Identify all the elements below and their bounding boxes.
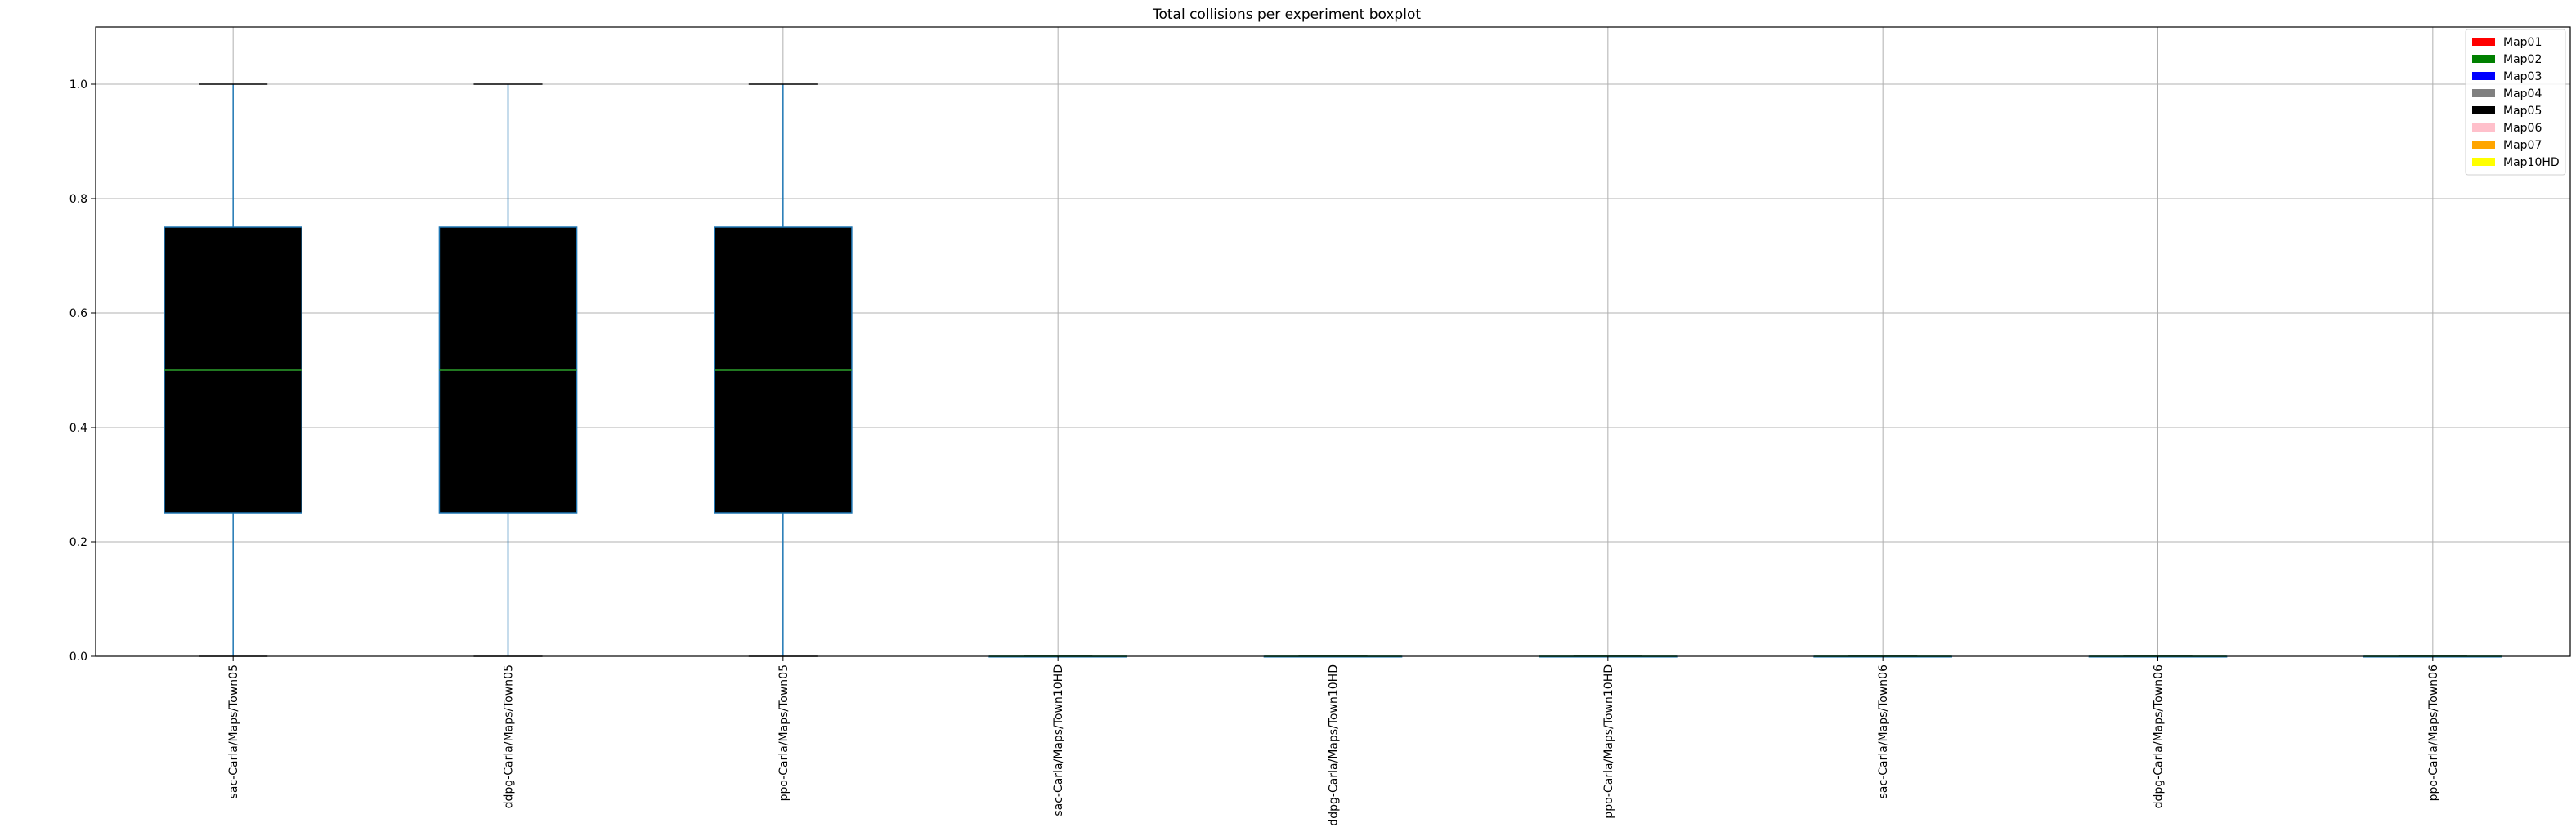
y-tick-label: 0.8 xyxy=(69,193,87,206)
legend-label: Map03 xyxy=(2503,70,2542,83)
y-tick-label: 0.2 xyxy=(69,536,87,549)
box-group xyxy=(438,83,578,657)
legend-swatch xyxy=(2472,72,2495,80)
x-axis: sac-Carla/Maps/Town05 ddpg-Carla/Maps/Tow… xyxy=(227,656,2440,826)
x-tick-label: ppo-Carla/Maps/Town05 xyxy=(777,664,791,801)
x-tick-label: ddpg-Carla/Maps/Town10HD xyxy=(1328,664,1341,826)
y-tick-label: 0.0 xyxy=(69,651,87,664)
legend-label: Map06 xyxy=(2503,122,2542,135)
x-tick-label: sac-Carla/Maps/Town10HD xyxy=(1052,664,1065,816)
legend-swatch xyxy=(2472,141,2495,149)
legend-swatch xyxy=(2472,123,2495,132)
legend-label: Map01 xyxy=(2503,36,2542,49)
legend-box xyxy=(2465,29,2566,176)
y-tick-label: 0.4 xyxy=(69,422,87,435)
x-tick-label: ppo-Carla/Maps/Town06 xyxy=(2427,664,2440,801)
legend-swatch xyxy=(2472,55,2495,63)
x-tick-label: ddpg-Carla/Maps/Town05 xyxy=(503,664,516,808)
legend-label: Map07 xyxy=(2503,139,2542,152)
legend: Map01 Map02 Map03 Map04 Map05 Map06 Map07 Map10… xyxy=(2465,29,2566,176)
x-tick-label: sac-Carla/Maps/Town05 xyxy=(227,664,240,798)
legend-label: Map04 xyxy=(2503,87,2542,101)
boxes xyxy=(164,83,2502,658)
legend-swatch xyxy=(2472,38,2495,46)
legend-swatch xyxy=(2472,89,2495,97)
x-tick-label: ddpg-Carla/Maps/Town06 xyxy=(2153,664,2166,808)
legend-label: Map10HD xyxy=(2503,156,2560,169)
x-tick-label: sac-Carla/Maps/Town06 xyxy=(1877,664,1890,798)
legend-swatch xyxy=(2472,158,2495,166)
y-tick-label: 1.0 xyxy=(69,78,87,92)
legend-label: Map05 xyxy=(2503,105,2542,118)
box-group xyxy=(714,83,853,657)
x-tick-label: ppo-Carla/Maps/Town10HD xyxy=(1602,664,1615,819)
legend-label: Map02 xyxy=(2503,53,2542,66)
y-tick-label: 0.6 xyxy=(69,307,87,320)
y-axis: 0.0 0.2 0.4 0.6 0.8 1.0 xyxy=(69,78,96,664)
box-group xyxy=(164,83,302,657)
legend-swatch xyxy=(2472,106,2495,114)
chart-title: Total collisions per experiment boxplot xyxy=(1152,7,1421,23)
